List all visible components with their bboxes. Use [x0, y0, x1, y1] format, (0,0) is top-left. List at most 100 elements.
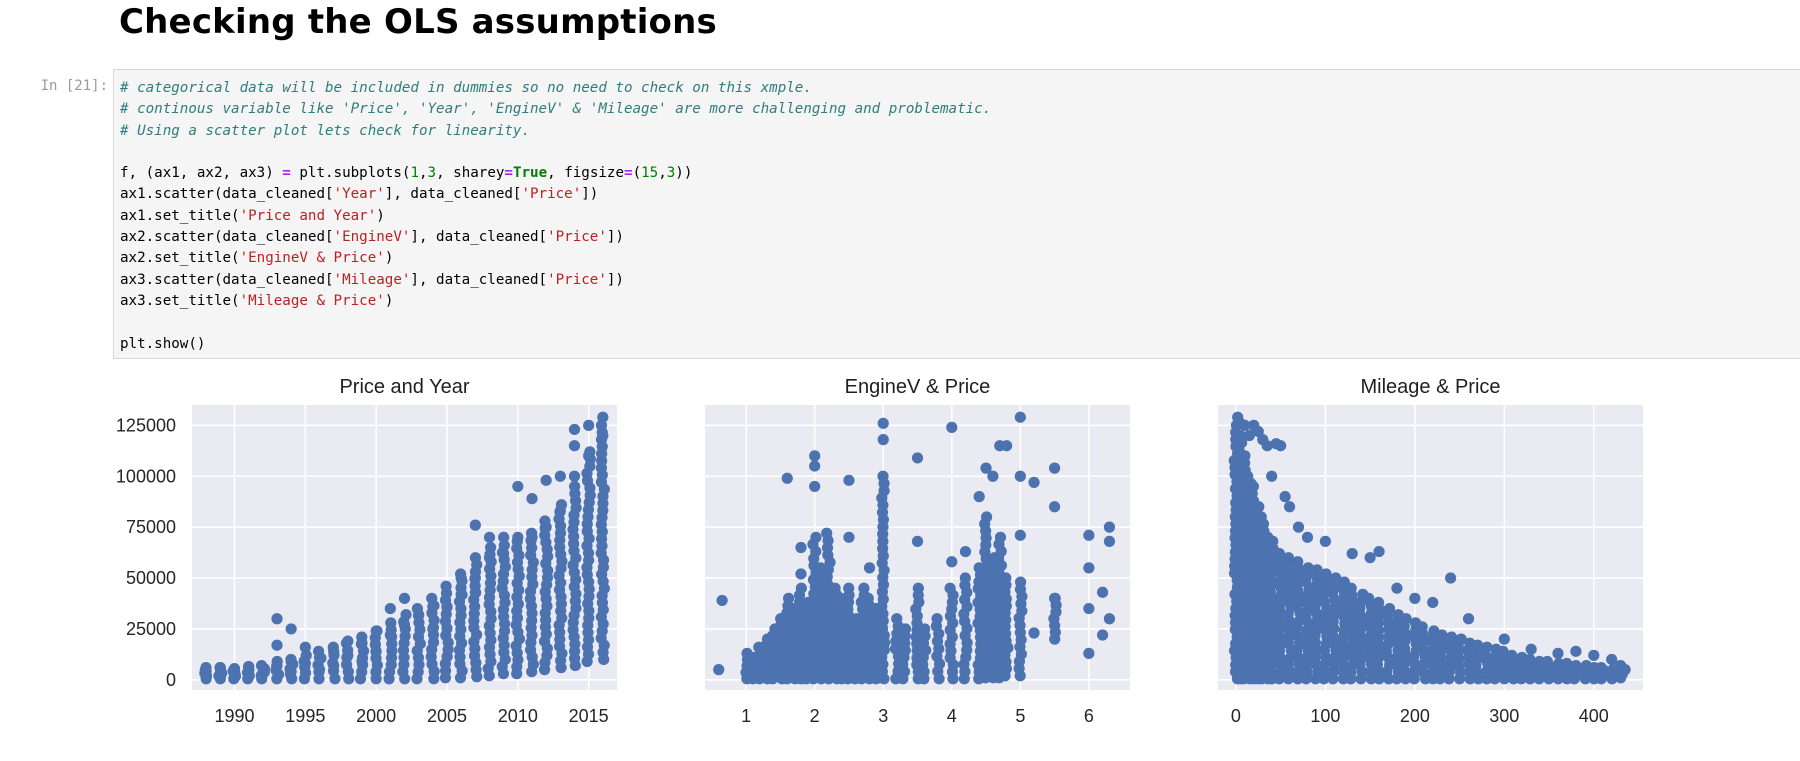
data-point: [810, 531, 822, 543]
code-token: ,: [418, 165, 428, 182]
data-point: [899, 623, 912, 635]
data-point: [469, 572, 481, 584]
data-point: [1553, 657, 1565, 670]
data-point: [1570, 659, 1582, 672]
data-point: [716, 594, 728, 607]
data-point: [1083, 602, 1095, 615]
code-token: , sharey: [436, 165, 505, 182]
data-point: [370, 625, 382, 637]
section-heading: Checking the OLS assumptions: [119, 2, 717, 42]
code-line: # categorical data will be included in d…: [120, 78, 991, 99]
code-token: =: [282, 165, 291, 182]
data-point: [583, 419, 595, 431]
data-point: [944, 582, 956, 594]
data-point: [1541, 655, 1553, 668]
data-point: [328, 645, 340, 657]
data-point: [1319, 535, 1331, 547]
data-point: [713, 664, 725, 676]
code-token: ax2.scatter(data_cleaned[: [120, 229, 334, 246]
code-token: f, (ax1, ax2, ax3): [120, 165, 283, 182]
data-point: [1266, 470, 1278, 482]
y-tick-label: 100000: [116, 466, 176, 486]
code-line: # Using a scatter plot lets check for li…: [120, 121, 991, 142]
scatter-chart-3: Mileage & Price 0 100 200 300 400: [1218, 376, 1643, 726]
code-token: plt.show(): [120, 335, 206, 352]
data-point: [1014, 529, 1026, 541]
code-token: plt.subplots(: [290, 165, 411, 182]
cell-prompt: In [21]:: [40, 78, 108, 94]
code-token: 1: [410, 165, 419, 182]
scatter-points: [713, 411, 1116, 685]
data-point: [1014, 411, 1026, 423]
y-tick-label: 50000: [126, 568, 176, 588]
x-tick-label: 0: [1231, 706, 1241, 726]
scatter-chart-1: Price and Year 1990 1995 2000 2005 2010 2015 0 2…: [116, 376, 617, 726]
data-point: [526, 531, 538, 543]
code-token: 'Mileage & Price': [239, 292, 385, 309]
data-point: [385, 617, 397, 629]
data-point: [911, 535, 924, 547]
x-tick-label: 400: [1579, 706, 1609, 726]
data-point: [1364, 552, 1376, 564]
data-point: [1524, 653, 1536, 666]
data-point: [1279, 491, 1291, 503]
y-tick-label: 125000: [116, 415, 176, 435]
data-point: [877, 417, 889, 429]
data-point: [753, 673, 766, 685]
data-point: [1096, 586, 1109, 598]
data-point: [228, 664, 241, 676]
data-point: [1533, 655, 1546, 668]
data-point: [1083, 562, 1095, 574]
data-point: [1552, 647, 1564, 659]
code-token: 'Year': [333, 186, 385, 203]
y-tick-label: 75000: [126, 517, 176, 537]
code-line: ax1.scatter(data_cleaned['Year'], data_c…: [120, 184, 991, 205]
data-point: [1267, 535, 1279, 547]
data-point: [1083, 647, 1095, 659]
code-token: ,: [658, 165, 667, 182]
data-point: [843, 531, 855, 543]
data-point: [398, 619, 411, 631]
data-point: [987, 470, 999, 482]
data-point: [912, 582, 924, 594]
code-token: # categorical data will be included in d…: [120, 80, 812, 96]
data-point: [1383, 602, 1396, 615]
data-point: [568, 470, 581, 482]
data-point: [342, 635, 354, 647]
data-point: [540, 474, 552, 486]
data-point: [1000, 572, 1012, 584]
code-line: [120, 142, 991, 163]
data-point: [597, 411, 609, 423]
data-point: [1292, 556, 1304, 568]
code-token: ): [384, 250, 394, 267]
data-point: [1606, 653, 1618, 666]
data-point: [469, 519, 481, 531]
code-token: =: [624, 165, 633, 182]
code-token: 3: [427, 165, 437, 182]
data-point: [1372, 596, 1385, 609]
data-point: [1048, 592, 1061, 604]
x-tick-label: 5: [1015, 706, 1025, 726]
code-line: plt.show(): [120, 334, 991, 355]
data-point: [1247, 480, 1259, 493]
code-cell[interactable]: # categorical data will be included in d…: [113, 69, 1800, 359]
y-tick-label: 0: [166, 670, 176, 690]
code-line: # continous variable like 'Price', 'Year…: [120, 99, 991, 120]
x-tick-label: 1995: [285, 706, 325, 726]
data-point: [597, 429, 609, 442]
data-point: [1588, 649, 1600, 661]
data-point: [271, 639, 283, 651]
x-tick-label: 300: [1489, 706, 1519, 726]
data-point: [1239, 450, 1251, 462]
code-token: # continous variable like 'Price', 'Year…: [120, 101, 992, 118]
data-point: [1282, 552, 1295, 564]
data-point: [583, 450, 595, 462]
data-point: [285, 623, 297, 635]
data-point: [1595, 662, 1607, 674]
code-token: ]): [606, 229, 624, 246]
data-point: [313, 664, 326, 676]
data-point: [271, 659, 283, 672]
code-editor[interactable]: # categorical data will be included in d…: [120, 78, 991, 355]
data-point: [243, 668, 255, 680]
data-point: [1096, 629, 1109, 641]
